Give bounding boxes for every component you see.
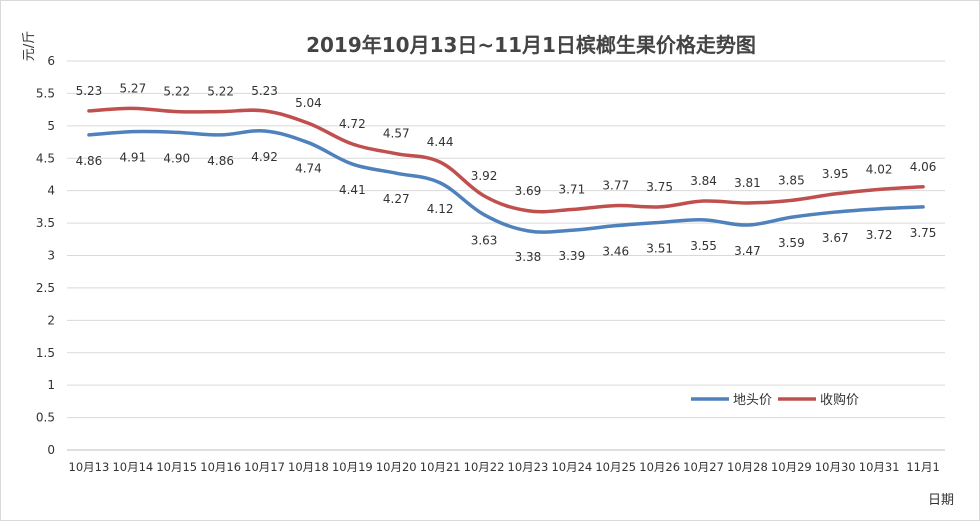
x-tick-label: 10月26 xyxy=(639,460,680,474)
x-tick-label: 10月25 xyxy=(595,460,636,474)
data-label: 3.39 xyxy=(558,249,585,263)
x-axis-label: 日期 xyxy=(928,493,954,508)
x-tick-label: 10月31 xyxy=(859,460,900,474)
data-labels: 4.86 4.91 4.90 4.86 4.92 4.74 4.41 4.27 4.12 3.63… xyxy=(76,81,937,264)
x-tick-label: 10月24 xyxy=(551,460,592,474)
series-lines xyxy=(87,106,925,234)
y-tick-label: 4.5 xyxy=(36,151,55,165)
x-tick-label: 10月19 xyxy=(332,460,373,474)
data-label: 3.69 xyxy=(515,184,542,198)
y-tick-label: 0 xyxy=(47,443,55,457)
data-label: 4.86 xyxy=(76,154,103,168)
y-tick-label: 1 xyxy=(47,378,55,392)
data-label: 4.02 xyxy=(866,162,893,176)
data-label: 4.57 xyxy=(383,127,410,141)
data-label: 4.74 xyxy=(295,162,322,176)
y-tick-label: 1.5 xyxy=(36,346,55,360)
data-label: 4.44 xyxy=(427,135,454,149)
y-tick-label: 5 xyxy=(47,119,55,133)
data-label: 5.27 xyxy=(119,81,146,95)
data-label: 3.59 xyxy=(778,236,805,250)
data-label: 5.23 xyxy=(251,84,278,98)
chart-title: 2019年10月13日~11月1日槟榔生果价格走势图 xyxy=(306,33,756,57)
x-tick-label: 10月16 xyxy=(200,460,241,474)
y-tick-label: 5.5 xyxy=(36,86,55,100)
y-tick-label: 2 xyxy=(47,313,55,327)
data-label: 4.41 xyxy=(339,183,366,197)
x-tick-label: 10月27 xyxy=(683,460,724,474)
y-tick-label: 2.5 xyxy=(36,281,55,295)
x-tick-label: 10月28 xyxy=(727,460,768,474)
x-tick-label: 10月20 xyxy=(376,460,417,474)
y-tick-label: 3.5 xyxy=(36,216,55,230)
x-tick-label: 10月21 xyxy=(420,460,461,474)
data-label: 3.67 xyxy=(822,231,849,245)
x-tick-label: 10月15 xyxy=(156,460,197,474)
x-tick-label: 10月30 xyxy=(815,460,856,474)
data-label: 4.90 xyxy=(163,151,190,165)
data-label: 5.22 xyxy=(163,85,190,99)
data-label: 4.06 xyxy=(910,160,937,174)
legend-label-series-1: 地头价 xyxy=(733,393,772,408)
x-tick-label: 10月23 xyxy=(508,460,549,474)
series-line-2 xyxy=(87,106,925,214)
x-tick-label: 10月14 xyxy=(112,460,153,474)
legend-label-series-2: 收购价 xyxy=(820,392,859,408)
data-label: 3.85 xyxy=(778,173,805,187)
data-label: 4.27 xyxy=(383,192,410,206)
data-label: 3.63 xyxy=(471,234,498,248)
x-tick-label: 10月18 xyxy=(288,460,329,474)
data-label: 3.55 xyxy=(690,239,717,253)
data-label: 3.46 xyxy=(602,245,629,259)
data-label: 5.04 xyxy=(295,96,322,110)
data-label: 3.92 xyxy=(471,169,498,183)
data-label: 3.75 xyxy=(646,180,673,194)
y-axis-ticks: 0 0.5 1 1.5 2 2.5 3 3.5 4 4.5 5 5.5 6 xyxy=(36,54,55,457)
data-label: 3.47 xyxy=(734,244,761,258)
data-label: 3.51 xyxy=(646,241,673,255)
series-line-1 xyxy=(87,129,925,234)
data-label: 3.77 xyxy=(602,179,629,193)
x-axis-ticks: 10月13 10月14 10月15 10月16 10月17 10月18 10月19 10月20… xyxy=(69,460,940,474)
y-tick-label: 4 xyxy=(47,184,55,198)
x-tick-label: 10月17 xyxy=(244,460,285,474)
data-label: 4.92 xyxy=(251,150,278,164)
y-axis-label: 元/斤 xyxy=(22,31,37,61)
x-tick-label: 11月1 xyxy=(906,460,939,474)
data-label: 4.91 xyxy=(119,151,146,165)
data-label: 4.72 xyxy=(339,117,366,131)
data-label: 3.38 xyxy=(515,250,542,264)
data-label: 3.84 xyxy=(690,174,717,188)
data-label: 3.81 xyxy=(734,176,761,190)
x-tick-label: 10月22 xyxy=(464,460,505,474)
legend: 地头价 收购价 xyxy=(691,392,859,408)
y-tick-label: 6 xyxy=(47,54,55,68)
data-label: 3.95 xyxy=(822,167,849,181)
data-label: 3.71 xyxy=(558,182,585,196)
y-tick-label: 3 xyxy=(47,249,55,263)
data-label: 5.22 xyxy=(207,85,234,99)
gridlines xyxy=(67,60,945,451)
x-tick-label: 10月29 xyxy=(771,460,812,474)
data-label: 4.86 xyxy=(207,154,234,168)
y-tick-label: 0.5 xyxy=(36,411,55,425)
data-label: 3.72 xyxy=(866,228,893,242)
data-label: 4.12 xyxy=(427,202,454,216)
data-label: 3.75 xyxy=(910,226,937,240)
data-label: 5.23 xyxy=(76,84,103,98)
x-tick-label: 10月13 xyxy=(69,460,110,474)
